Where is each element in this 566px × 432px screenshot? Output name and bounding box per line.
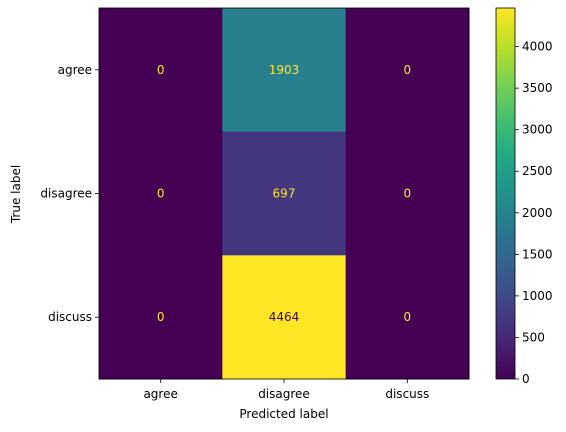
heatmap-cell <box>222 8 347 133</box>
colorbar-tick-label: 0 <box>522 372 530 386</box>
cell-value-label: 697 <box>273 187 296 201</box>
x-tick-label: agree <box>143 387 177 401</box>
colorbar-tick-label: 2500 <box>522 164 553 178</box>
x-axis: agree disagree discuss <box>143 379 429 401</box>
colorbar-tick-label: 1500 <box>522 247 553 261</box>
cell-value-label: 4464 <box>269 310 300 324</box>
x-tick-label: disagree <box>258 387 310 401</box>
colorbar <box>495 7 516 380</box>
heatmap-cell <box>345 8 470 133</box>
heatmap-cell <box>345 255 470 380</box>
y-tick-label: agree <box>58 63 92 77</box>
colorbar-tick-label: 4000 <box>522 40 553 54</box>
cell-value-label: 0 <box>157 187 165 201</box>
cell-value-label: 0 <box>404 310 412 324</box>
colorbar-tick-label: 2000 <box>522 206 553 220</box>
cell-value-label: 1903 <box>269 63 300 77</box>
heatmap-cells <box>99 8 470 380</box>
heatmap-cell <box>222 131 347 256</box>
colorbar-tick-label: 3000 <box>522 123 553 137</box>
colorbar-tick-label: 3500 <box>522 81 553 95</box>
cell-value-labels: 0 1903 0 0 697 0 0 4464 0 <box>157 63 411 324</box>
cell-value-label: 0 <box>157 63 165 77</box>
colorbar-tick-label: 500 <box>522 330 545 344</box>
heatmap-cell <box>222 255 347 380</box>
cell-value-label: 0 <box>404 187 412 201</box>
colorbar-ticks: 0 500 1000 1500 2000 2500 3000 3500 4000 <box>515 40 553 386</box>
heatmap-cell <box>99 255 223 380</box>
y-tick-label: discuss <box>48 310 92 324</box>
y-axis: agree disagree discuss <box>40 63 99 324</box>
colorbar-tick-label: 1000 <box>522 289 553 303</box>
heatmap-cell <box>99 8 223 133</box>
cell-value-label: 0 <box>404 63 412 77</box>
heatmap-cell <box>99 131 223 256</box>
x-tick-label: discuss <box>385 387 429 401</box>
heatmap-cell <box>345 131 470 256</box>
x-axis-label: Predicted label <box>239 407 328 421</box>
y-axis-label: True label <box>9 165 23 224</box>
y-tick-label: disagree <box>40 187 92 201</box>
cell-value-label: 0 <box>157 310 165 324</box>
